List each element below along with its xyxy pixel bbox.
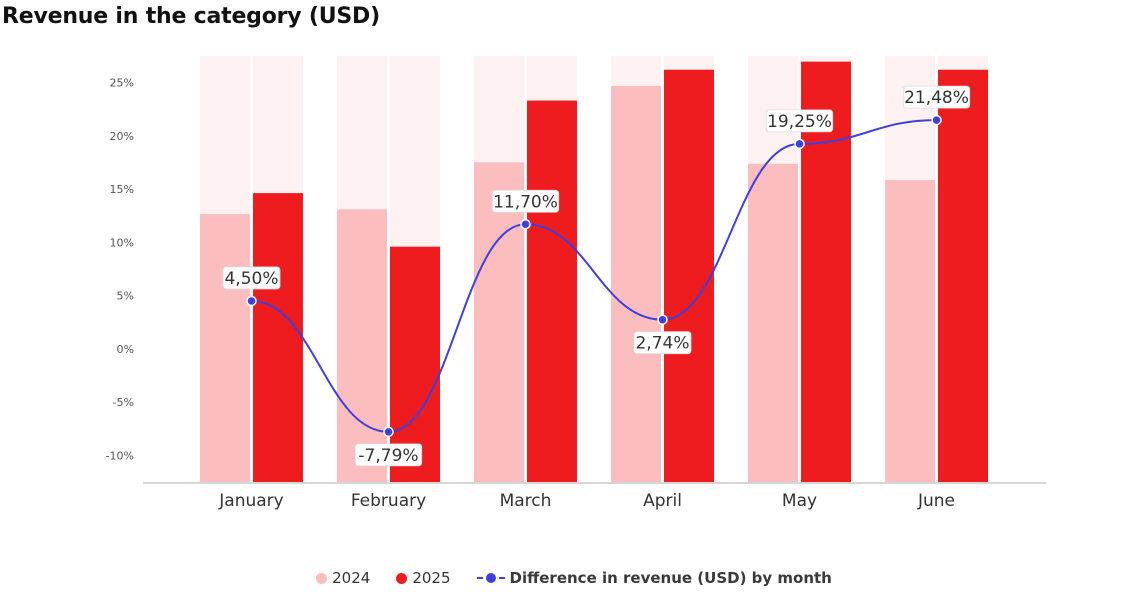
legend-swatch-2025 <box>396 572 408 584</box>
revenue-chart: January February March April May June 25% 20% 15… <box>106 56 1046 511</box>
chart-legend: 2024 2025 Difference in revenue (USD) by… <box>0 569 1148 587</box>
difference-label-may: 19,25% <box>767 112 832 132</box>
axis-layer: January February March April May June 25% 20% 15… <box>106 77 1046 511</box>
difference-line-layer <box>246 114 942 438</box>
x-tick-label-march: March <box>500 491 552 511</box>
bar-2024-january <box>200 214 250 482</box>
difference-point-may <box>794 138 805 150</box>
y-tick-label: 5% <box>117 290 134 303</box>
bar-2024-may <box>748 163 798 482</box>
bar-2025-march <box>527 100 577 483</box>
difference-point-february <box>383 426 394 438</box>
difference-label-box-may <box>765 109 834 133</box>
legend-swatch-2024 <box>316 572 328 584</box>
bar-2024-february <box>337 209 387 483</box>
difference-label-january: 4,50% <box>224 269 278 289</box>
legend-label-difference: Difference in revenue (USD) by month <box>509 569 832 587</box>
x-tick-label-january: January <box>218 491 283 511</box>
legend-label-2025: 2025 <box>412 569 451 587</box>
difference-label-march: 11,70% <box>493 192 558 212</box>
x-tick-label-may: May <box>782 491 817 511</box>
difference-point-june <box>931 114 942 126</box>
difference-point-january <box>246 295 257 307</box>
difference-label-box-march <box>491 189 560 213</box>
y-tick-label: 25% <box>110 77 134 90</box>
bar-2025-june <box>938 69 988 482</box>
bar-2024-april <box>611 85 661 482</box>
y-tick-label: -10% <box>106 449 134 462</box>
bar-2024-march <box>474 162 524 482</box>
bar-2025-february <box>390 246 440 482</box>
difference-label-february: -7,79% <box>358 446 418 466</box>
difference-label-box-february <box>354 443 423 467</box>
difference-label-june: 21,48% <box>904 88 969 108</box>
difference-point-april <box>657 314 668 325</box>
legend-item-2024[interactable]: 2024 <box>316 569 370 587</box>
legend-line-marker-icon <box>476 573 505 583</box>
y-tick-label: 20% <box>110 130 134 143</box>
y-tick-label: 15% <box>110 183 134 196</box>
y-tick-label: -5% <box>113 396 134 409</box>
bar-2024-june <box>885 180 935 482</box>
bar-2025-january <box>253 193 303 483</box>
chart-title: Revenue in the category (USD) <box>2 4 380 29</box>
difference-label-box-january <box>222 266 281 290</box>
difference-point-march <box>520 219 531 230</box>
x-tick-label-june: June <box>917 491 955 511</box>
bar-background-layer <box>200 56 988 482</box>
bar-2025-april <box>664 69 714 482</box>
difference-label-april: 2,74% <box>635 334 689 354</box>
x-tick-label-april: April <box>643 491 682 511</box>
legend-label-2024: 2024 <box>332 569 371 587</box>
difference-label-box-april <box>633 331 692 355</box>
legend-item-difference[interactable]: Difference in revenue (USD) by month <box>476 569 832 587</box>
y-tick-label: 10% <box>110 236 134 249</box>
bar-layer <box>200 61 988 483</box>
legend-item-2025[interactable]: 2025 <box>396 569 451 587</box>
x-tick-label-february: February <box>351 491 426 511</box>
data-label-layer: 4,50% -7,79% 11,70% 2,74% 19,25% 21,48% <box>222 85 971 467</box>
difference-label-box-june <box>902 85 971 109</box>
y-tick-label: 0% <box>117 343 134 356</box>
